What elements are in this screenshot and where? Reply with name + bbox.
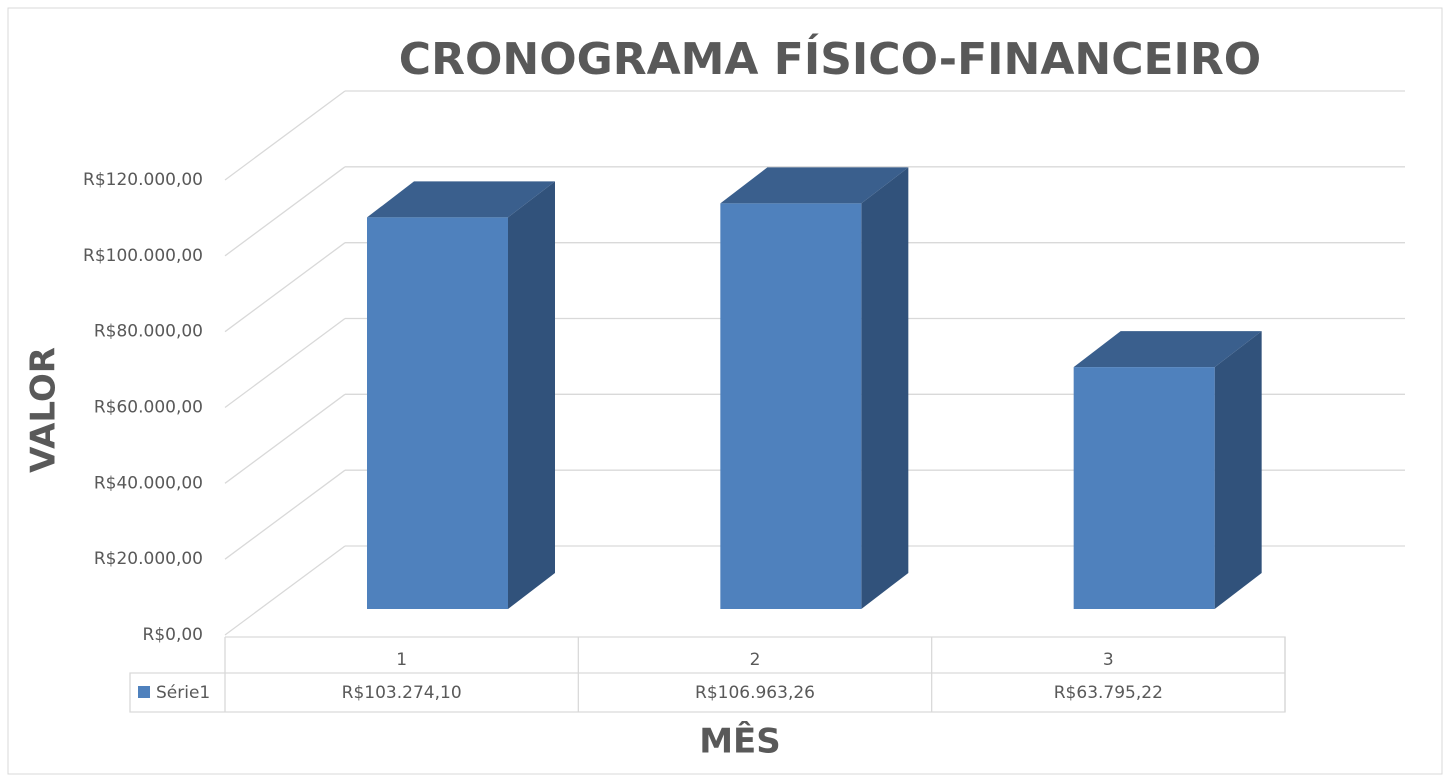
data-table-value: R$63.795,22 xyxy=(1054,683,1163,703)
y-axis-label: VALOR xyxy=(24,347,64,473)
y-tick-label: R$60.000,00 xyxy=(94,398,203,418)
y-tick-label: R$100.000,00 xyxy=(83,246,203,266)
y-tick-label: R$80.000,00 xyxy=(94,322,203,342)
bar-side xyxy=(1214,331,1262,609)
y-tick-label: R$0,00 xyxy=(143,625,203,645)
bar-top xyxy=(367,181,555,218)
data-table-value: R$103.274,10 xyxy=(342,683,462,703)
data-table-value: R$106.963,26 xyxy=(695,683,815,703)
y-tick-label: R$40.000,00 xyxy=(94,473,203,493)
bar-side xyxy=(861,167,909,609)
grid-line xyxy=(224,545,346,636)
chart-title: CRONOGRAMA FÍSICO-FINANCEIRO xyxy=(399,32,1261,85)
legend-key xyxy=(138,686,150,698)
grid-line xyxy=(224,90,346,181)
grid-line xyxy=(224,166,346,257)
grid-line xyxy=(224,242,346,333)
bar xyxy=(720,203,862,609)
x-tick-label: 3 xyxy=(1103,650,1114,670)
y-tick-label: R$120.000,00 xyxy=(83,170,203,190)
bar-top xyxy=(720,167,909,204)
bar-side xyxy=(508,181,555,609)
bar xyxy=(367,217,508,609)
bar-top xyxy=(1073,331,1262,368)
x-tick-label: 1 xyxy=(396,650,407,670)
legend-label: Série1 xyxy=(156,683,210,703)
grid-line xyxy=(224,469,346,560)
table-border xyxy=(129,636,1286,713)
grid-line xyxy=(224,317,346,409)
bar xyxy=(1073,367,1215,609)
y-tick-label: R$20.000,00 xyxy=(94,549,203,569)
x-axis-label: MÊS xyxy=(699,721,781,762)
grid-line xyxy=(224,393,346,484)
x-tick-label: 2 xyxy=(750,650,761,670)
